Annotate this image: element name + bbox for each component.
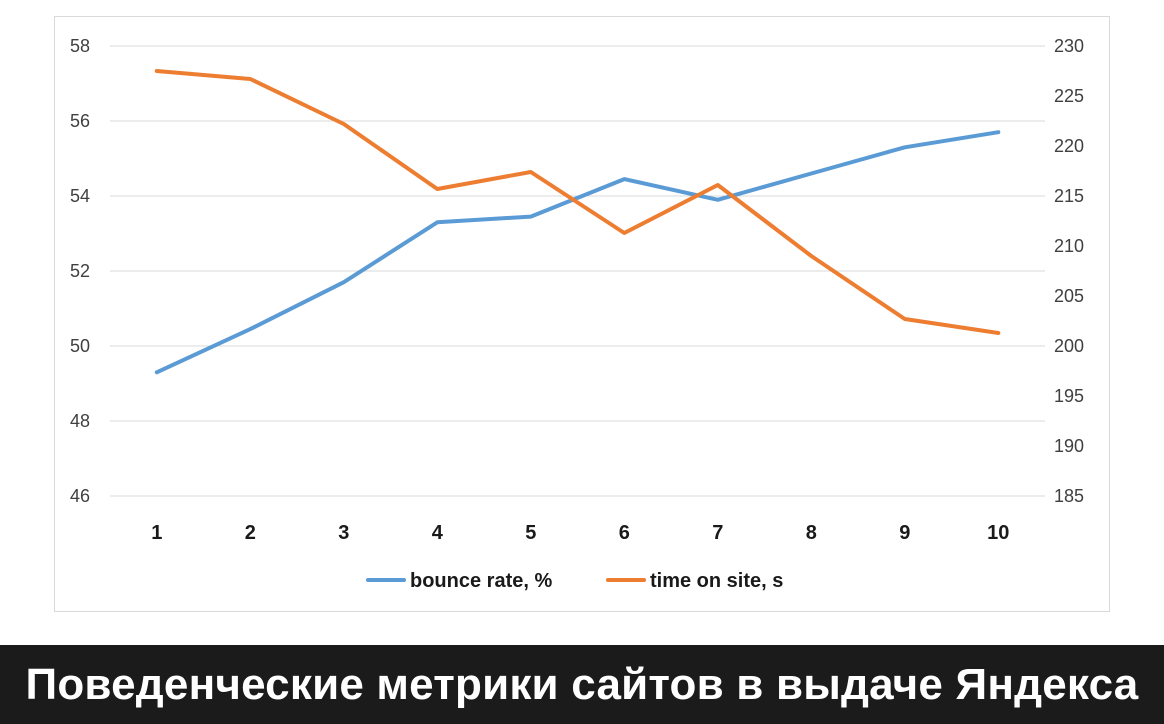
series-line-2 [154,69,1001,335]
legend: bounce rate, % time on site, s [366,570,783,592]
caption-bar: Поведенческие метрики сайтов в выдаче Ян… [0,645,1164,724]
right-tick-label: 200 [1054,336,1084,356]
left-tick-label: 46 [70,486,90,506]
x-tick-label: 3 [338,522,349,544]
x-tick-label: 9 [899,522,910,544]
x-axis-ticks: 1 2 3 4 5 6 7 8 9 10 [151,522,1009,544]
right-tick-label: 225 [1054,86,1084,106]
gridlines [110,45,1045,497]
x-tick-label: 5 [525,522,536,544]
right-tick-label: 230 [1054,36,1084,56]
legend-label: time on site, s [650,570,783,592]
right-tick-label: 220 [1054,136,1084,156]
right-tick-label: 185 [1054,486,1084,506]
series-lines [154,69,1001,375]
left-tick-label: 48 [70,411,90,431]
right-axis-ticks: 185 190 195 200 205 210 215 220 225 230 [1054,36,1084,506]
left-tick-label: 54 [70,186,90,206]
x-tick-label: 2 [245,522,256,544]
left-axis-ticks: 46 48 50 52 54 56 58 [70,36,90,506]
left-tick-label: 50 [70,336,90,356]
right-tick-label: 215 [1054,186,1084,206]
right-tick-label: 205 [1054,286,1084,306]
x-tick-label: 8 [806,522,817,544]
legend-label: bounce rate, % [410,570,552,592]
right-tick-label: 210 [1054,236,1084,256]
x-tick-label: 10 [987,522,1009,544]
chart-frame [54,16,1110,612]
x-tick-label: 4 [432,522,444,544]
x-tick-label: 6 [619,522,630,544]
x-tick-label: 7 [712,522,723,544]
left-tick-label: 52 [70,261,90,281]
left-tick-label: 58 [70,36,90,56]
right-tick-label: 195 [1054,386,1084,406]
series-line-1 [154,130,1001,375]
left-tick-label: 56 [70,111,90,131]
right-tick-label: 190 [1054,436,1084,456]
caption-title: Поведенческие метрики сайтов в выдаче Ян… [25,659,1139,709]
x-tick-label: 1 [151,522,162,544]
